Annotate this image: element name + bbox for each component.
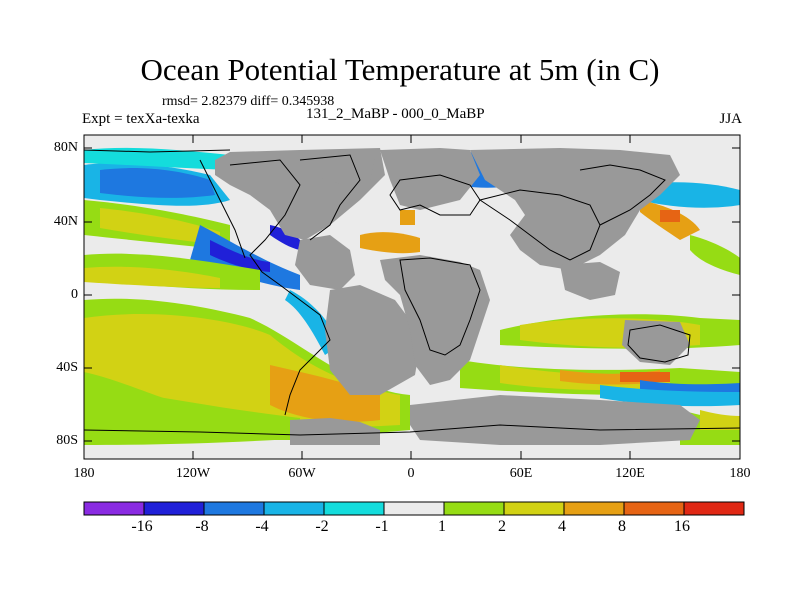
y-label-40n: 40N — [53, 214, 78, 229]
colorbar-label: -8 — [195, 518, 209, 535]
stats-text: rmsd= 2.82379 diff= 0.345938 — [162, 94, 335, 109]
y-label-80s: 80S — [56, 433, 78, 448]
x-label-0: 0 — [407, 466, 415, 481]
plot-border — [83, 134, 741, 460]
colorbar-box — [503, 501, 565, 516]
season-label: JJA — [719, 111, 742, 127]
colorbar-box — [323, 501, 385, 516]
colorbar-box — [263, 501, 325, 516]
x-label-120w: 120W — [175, 466, 211, 481]
map-panel — [84, 135, 740, 459]
colorbar-label: 8 — [618, 518, 626, 535]
colorbar-box — [443, 501, 505, 516]
y-label-40s: 40S — [56, 360, 78, 375]
colorbar-label: -16 — [131, 518, 153, 535]
colorbar-box — [203, 501, 265, 516]
experiment-label: Expt = texXa-texka — [82, 111, 200, 127]
map-title: Ocean Potential Temperature at 5m (in C) — [140, 52, 660, 87]
colorbar-label: 16 — [674, 518, 690, 535]
x-label-60w: 60W — [288, 466, 316, 481]
anomaly-field — [84, 147, 740, 445]
colorbar-label: -1 — [375, 518, 389, 535]
colorbar-box — [683, 501, 745, 516]
colorbar-label: -2 — [315, 518, 329, 535]
colorbar-box — [623, 501, 685, 516]
x-label-180e: 180 — [729, 466, 751, 481]
coastlines — [84, 149, 740, 436]
y-label-80n: 80N — [53, 140, 78, 155]
colorbar-box — [83, 501, 145, 516]
colorbar-box — [563, 501, 625, 516]
colorbar-box — [143, 501, 205, 516]
land-masses — [215, 148, 700, 445]
colorbar-label: -4 — [255, 518, 269, 535]
colorbar-label: 4 — [558, 518, 566, 535]
x-ticks — [83, 135, 741, 459]
colorbar-label: 2 — [498, 518, 506, 535]
x-label-120e: 120E — [615, 466, 645, 481]
y-label-0: 0 — [71, 287, 78, 302]
x-label-180w: 180 — [73, 466, 95, 481]
colorbar — [83, 501, 745, 516]
period-subtitle: 131_2_MaBP - 000_0_MaBP — [306, 106, 485, 122]
colorbar-label: 1 — [438, 518, 446, 535]
y-ticks — [84, 147, 740, 442]
colorbar-box — [383, 501, 445, 516]
x-label-60e: 60E — [509, 466, 533, 481]
